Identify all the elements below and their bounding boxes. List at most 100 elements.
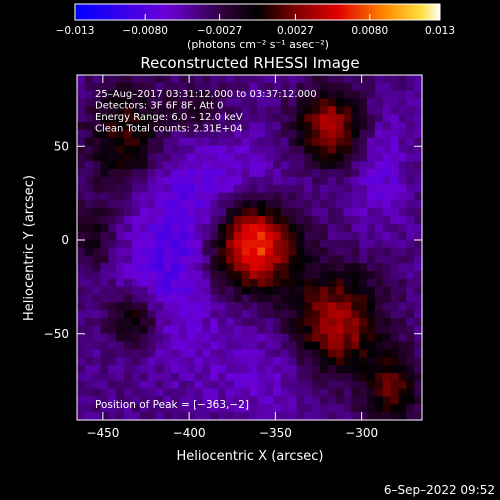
heatmap-cell: [77, 122, 86, 131]
heatmap-cell: [178, 349, 188, 358]
heatmap-cell: [398, 129, 407, 139]
heatmap-cell: [414, 318, 423, 327]
heatmap-cell: [343, 286, 353, 296]
heatmap-cell: [398, 98, 407, 107]
heatmap-cell: [139, 388, 149, 398]
heatmap-cell: [249, 184, 258, 194]
heatmap-cell: [406, 122, 415, 131]
heatmap-cell: [257, 90, 266, 100]
heatmap-cell: [139, 325, 149, 335]
heatmap-cell: [171, 388, 180, 398]
heatmap-cell: [124, 161, 133, 170]
heatmap-cell: [304, 153, 313, 162]
heatmap-cell: [249, 223, 258, 233]
heatmap-cell: [225, 231, 235, 241]
heatmap-cell: [257, 396, 266, 405]
heatmap-cell: [390, 333, 400, 343]
heatmap-cell: [367, 294, 376, 303]
heatmap-cell: [414, 255, 423, 264]
heatmap-cell: [100, 137, 109, 147]
heatmap-cell: [359, 161, 368, 170]
heatmap-cell: [210, 318, 219, 327]
heatmap-cell: [359, 98, 368, 107]
heatmap-cell: [147, 129, 157, 139]
heatmap-cell: [304, 169, 313, 178]
heatmap-cell: [116, 239, 125, 249]
heatmap-cell: [335, 231, 345, 241]
heatmap-cell: [218, 255, 227, 264]
heatmap-cell: [296, 223, 305, 233]
heatmap-cell: [265, 388, 274, 398]
heatmap-cell: [406, 239, 415, 249]
heatmap-cell: [171, 333, 180, 343]
heatmap-cell: [233, 98, 243, 107]
heatmap-cell: [147, 231, 157, 241]
heatmap-cell: [367, 137, 376, 147]
heatmap-cell: [406, 98, 415, 107]
heatmap-cell: [218, 372, 227, 382]
heatmap-cell: [296, 231, 305, 241]
heatmap-cell: [186, 169, 196, 178]
heatmap-cell: [320, 106, 329, 115]
heatmap-cell: [359, 208, 368, 217]
heatmap-cell: [398, 223, 407, 233]
heatmap-cell: [406, 231, 415, 241]
heatmap-cell: [163, 169, 172, 178]
heatmap-cell: [414, 357, 423, 366]
heatmap-cell: [116, 216, 125, 225]
heatmap-cell: [367, 357, 376, 366]
heatmap-cell: [351, 271, 360, 280]
heatmap-cell: [186, 302, 196, 311]
heatmap-cell: [131, 231, 141, 241]
heatmap-cell: [186, 286, 196, 296]
heatmap-cell: [374, 278, 384, 288]
heatmap-cell: [139, 372, 149, 382]
heatmap-cell: [163, 75, 172, 84]
heatmap-cell: [84, 75, 94, 84]
heatmap-cell: [273, 239, 282, 249]
heatmap-cell: [92, 412, 102, 421]
heatmap-cell: [265, 333, 274, 343]
heatmap-cell: [343, 357, 353, 366]
heatmap-cell: [116, 271, 125, 280]
heatmap-cell: [335, 302, 345, 311]
heatmap-cell: [202, 231, 211, 241]
heatmap-cell: [186, 223, 196, 233]
heatmap-cell: [171, 122, 180, 131]
heatmap-cell: [108, 271, 117, 280]
heatmap-cell: [100, 372, 109, 382]
heatmap-cell: [304, 318, 313, 327]
heatmap-cell: [304, 176, 313, 186]
heatmap-cell: [124, 341, 133, 351]
heatmap-cell: [398, 106, 407, 115]
heatmap-cell: [210, 380, 219, 390]
heatmap-cell: [186, 404, 196, 413]
heatmap-cell: [320, 122, 329, 131]
heatmap-cell: [249, 349, 258, 358]
heatmap-cell: [225, 137, 235, 147]
heatmap-cell: [296, 412, 305, 421]
heatmap-cell: [367, 325, 376, 335]
heatmap-cell: [241, 286, 251, 296]
heatmap-cell: [374, 388, 384, 398]
heatmap-cell: [273, 278, 282, 288]
heatmap-cell: [194, 200, 204, 209]
heatmap-cell: [218, 388, 227, 398]
heatmap-cell: [241, 145, 251, 155]
heatmap-cell: [288, 239, 298, 249]
heatmap-cell: [171, 412, 180, 421]
heatmap-cell: [288, 192, 298, 202]
heatmap-cell: [414, 114, 423, 123]
heatmap-cell: [312, 247, 321, 256]
heatmap-cell: [382, 412, 392, 421]
heatmap-cell: [116, 208, 125, 217]
heatmap-cell: [359, 310, 368, 319]
y-tick-label: −50: [44, 327, 69, 341]
heatmap-cell: [296, 184, 305, 194]
heatmap-cell: [92, 200, 102, 209]
heatmap-cell: [131, 325, 141, 335]
heatmap-cell: [186, 357, 196, 366]
heatmap-cell: [92, 365, 102, 374]
heatmap-cell: [335, 294, 345, 303]
